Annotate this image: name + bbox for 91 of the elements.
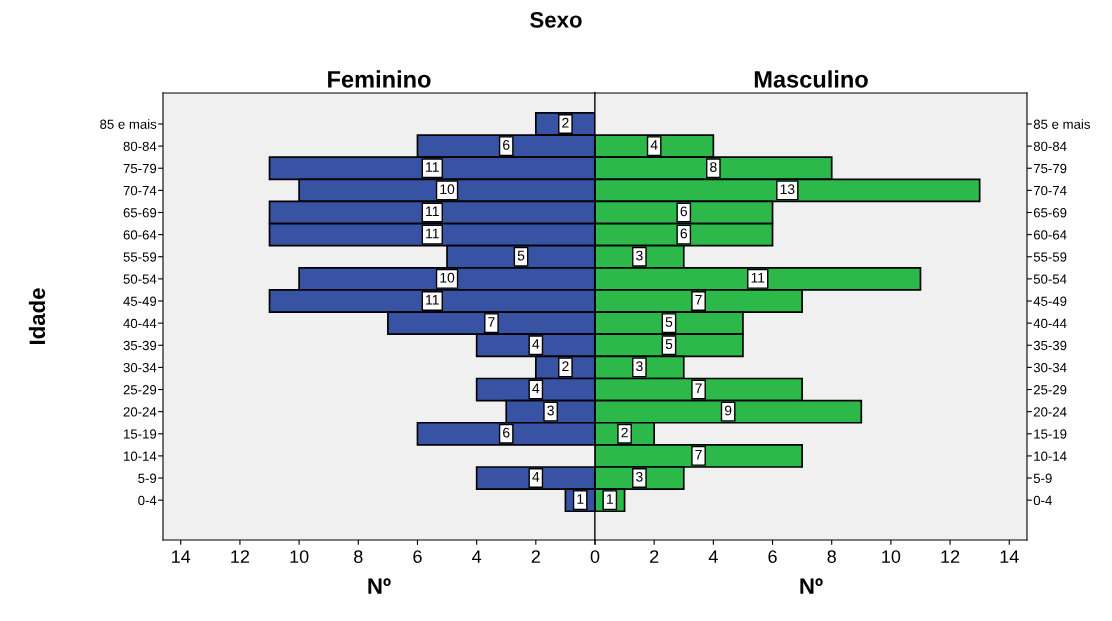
y-tick-label: 75-79 (123, 163, 157, 174)
data-label: 3 (636, 250, 643, 261)
y-tick-label: 30-34 (123, 362, 157, 373)
y-tick-label: 30-34 (1033, 362, 1067, 373)
x-tick-label: 0 (590, 550, 600, 563)
x-tick-label: 10 (882, 550, 901, 563)
chart-title: Feminino (328, 70, 431, 88)
x-tick-label: 8 (354, 550, 363, 563)
data-label: 3 (636, 361, 643, 372)
data-label: 7 (695, 449, 702, 460)
y-tick-label: 25-29 (123, 385, 157, 395)
y-tick-label: 15-19 (124, 429, 157, 439)
y-tick-label: 70-74 (123, 185, 157, 196)
y-tick-label: 20-24 (123, 407, 157, 417)
text: Sexo (530, 11, 582, 28)
y-tick-label: 40-44 (123, 318, 157, 329)
x-tick-label: 2 (650, 550, 659, 563)
y-tick-label: 75-79 (1033, 163, 1067, 174)
data-label: 2 (562, 361, 569, 371)
y-tick-label: 70-74 (1033, 185, 1067, 196)
y-tick-label: 10-14 (124, 451, 157, 461)
data-label: 4 (650, 140, 658, 150)
x-axis-title: Nº (800, 578, 823, 594)
y-tick-label: 45-49 (1033, 296, 1067, 306)
y-tick-label: 35-39 (123, 340, 157, 351)
y-tick-label: 55-59 (1033, 252, 1067, 262)
y-tick-label: 55-59 (123, 252, 157, 262)
data-label: 8 (710, 162, 717, 172)
y-tick-label: 0-4 (1033, 495, 1052, 506)
data-label: 7 (695, 383, 702, 394)
data-label: 6 (680, 228, 688, 239)
x-tick-label: 14 (1000, 550, 1019, 563)
data-label: 7 (488, 317, 495, 327)
data-label: 13 (780, 184, 795, 195)
data-label: 7 (695, 295, 702, 305)
y-tick-label: 65-69 (1033, 208, 1067, 218)
y-tick-label: 20-24 (1033, 407, 1067, 417)
x-tick-label: 10 (290, 550, 309, 563)
y-tick-label: 15-19 (1034, 429, 1067, 439)
x-axis-title: Nº (368, 578, 391, 594)
y-tick-label: 5-9 (1033, 473, 1052, 483)
y-tick-label: 60-64 (123, 230, 157, 240)
chart-title: Masculino (754, 70, 868, 88)
y-tick-label: 50-54 (123, 274, 157, 284)
data-label: 1 (577, 494, 584, 504)
data-label: 4 (532, 472, 540, 482)
x-tick-label: 6 (413, 550, 422, 563)
x-tick-label: 12 (941, 550, 960, 563)
x-tick-label: 2 (531, 550, 540, 563)
y-tick-label: 65-69 (123, 208, 157, 218)
x-tick-label: 4 (708, 550, 718, 563)
data-label: 9 (724, 405, 732, 416)
data-label: 3 (636, 471, 643, 482)
y-tick-label: 5-9 (138, 473, 157, 483)
data-label: 5 (517, 250, 525, 261)
data-label: 11 (426, 206, 439, 217)
data-label: 6 (680, 206, 688, 217)
data-label: 11 (426, 295, 439, 305)
data-label: 4 (532, 339, 540, 349)
data-label: 2 (562, 117, 569, 128)
y-tick-label: 35-39 (1033, 340, 1067, 351)
data-label: 10 (440, 184, 455, 195)
y-tick-label: 85 e mais (100, 119, 157, 129)
y-tick-label: 80-84 (123, 141, 157, 152)
data-label: 4 (532, 383, 540, 394)
data-label: 5 (665, 317, 673, 327)
y-tick-label: 60-64 (1033, 230, 1067, 240)
x-tick-label: 12 (231, 550, 250, 563)
y-tick-label: 0-4 (138, 495, 157, 506)
y-tick-label: 85 e mais (1033, 119, 1090, 129)
data-label: 6 (503, 140, 510, 150)
x-tick-label: 6 (768, 550, 777, 563)
y-tick-label: 80-84 (1033, 141, 1067, 152)
y-tick-label: 10-14 (1034, 451, 1067, 461)
data-label: 11 (426, 162, 439, 172)
x-tick-label: 8 (827, 550, 836, 563)
x-tick-label: 14 (172, 550, 191, 563)
data-label: 1 (606, 494, 613, 504)
y-tick-label: 40-44 (1033, 318, 1067, 329)
data-label: 3 (547, 405, 554, 416)
y-axis-title: Idade (28, 288, 46, 345)
y-tick-label: 45-49 (123, 296, 157, 306)
x-tick-label: 4 (472, 550, 482, 563)
data-label: 11 (751, 272, 765, 283)
data-label: 2 (621, 427, 628, 438)
data-label: 5 (665, 339, 673, 349)
data-label: 11 (426, 228, 439, 239)
data-label: 6 (503, 427, 510, 438)
y-tick-label: 25-29 (1033, 385, 1067, 395)
data-label: 10 (440, 272, 455, 283)
y-tick-label: 50-54 (1033, 274, 1067, 284)
